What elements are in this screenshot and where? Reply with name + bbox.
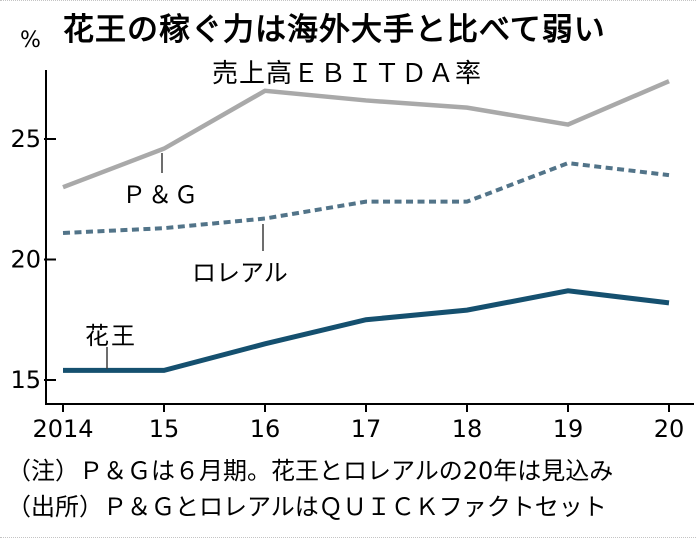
series-label-pandg: Ｐ＆Ｇ	[122, 181, 200, 209]
svg-text:17: 17	[351, 415, 382, 443]
chart-headline: 花王の稼ぐ力は海外大手と比べて弱い	[63, 12, 606, 48]
chart-subtitle: 売上高ＥＢＩＴＤＡ率	[211, 59, 482, 89]
svg-text:15: 15	[10, 366, 41, 394]
source-line: （出所）Ｐ＆ＧとロレアルはＱＵＩＣＫファクトセット	[7, 493, 607, 521]
svg-text:20: 20	[654, 415, 685, 443]
series-label-loreal: ロレアル	[192, 259, 288, 287]
svg-text:18: 18	[452, 415, 483, 443]
svg-text:20: 20	[10, 246, 41, 274]
svg-text:2014: 2014	[32, 415, 93, 443]
svg-text:19: 19	[553, 415, 584, 443]
y-axis-unit-label: %	[20, 28, 41, 53]
svg-text:15: 15	[149, 415, 180, 443]
series-label-kao: 花王	[85, 322, 137, 350]
svg-text:25: 25	[10, 125, 41, 153]
top-divider	[0, 0, 696, 1]
bottom-divider	[0, 537, 696, 538]
note-line: （注）Ｐ＆Ｇは６月期。花王とロレアルの20年は見込み	[7, 457, 614, 485]
svg-text:16: 16	[250, 415, 281, 443]
